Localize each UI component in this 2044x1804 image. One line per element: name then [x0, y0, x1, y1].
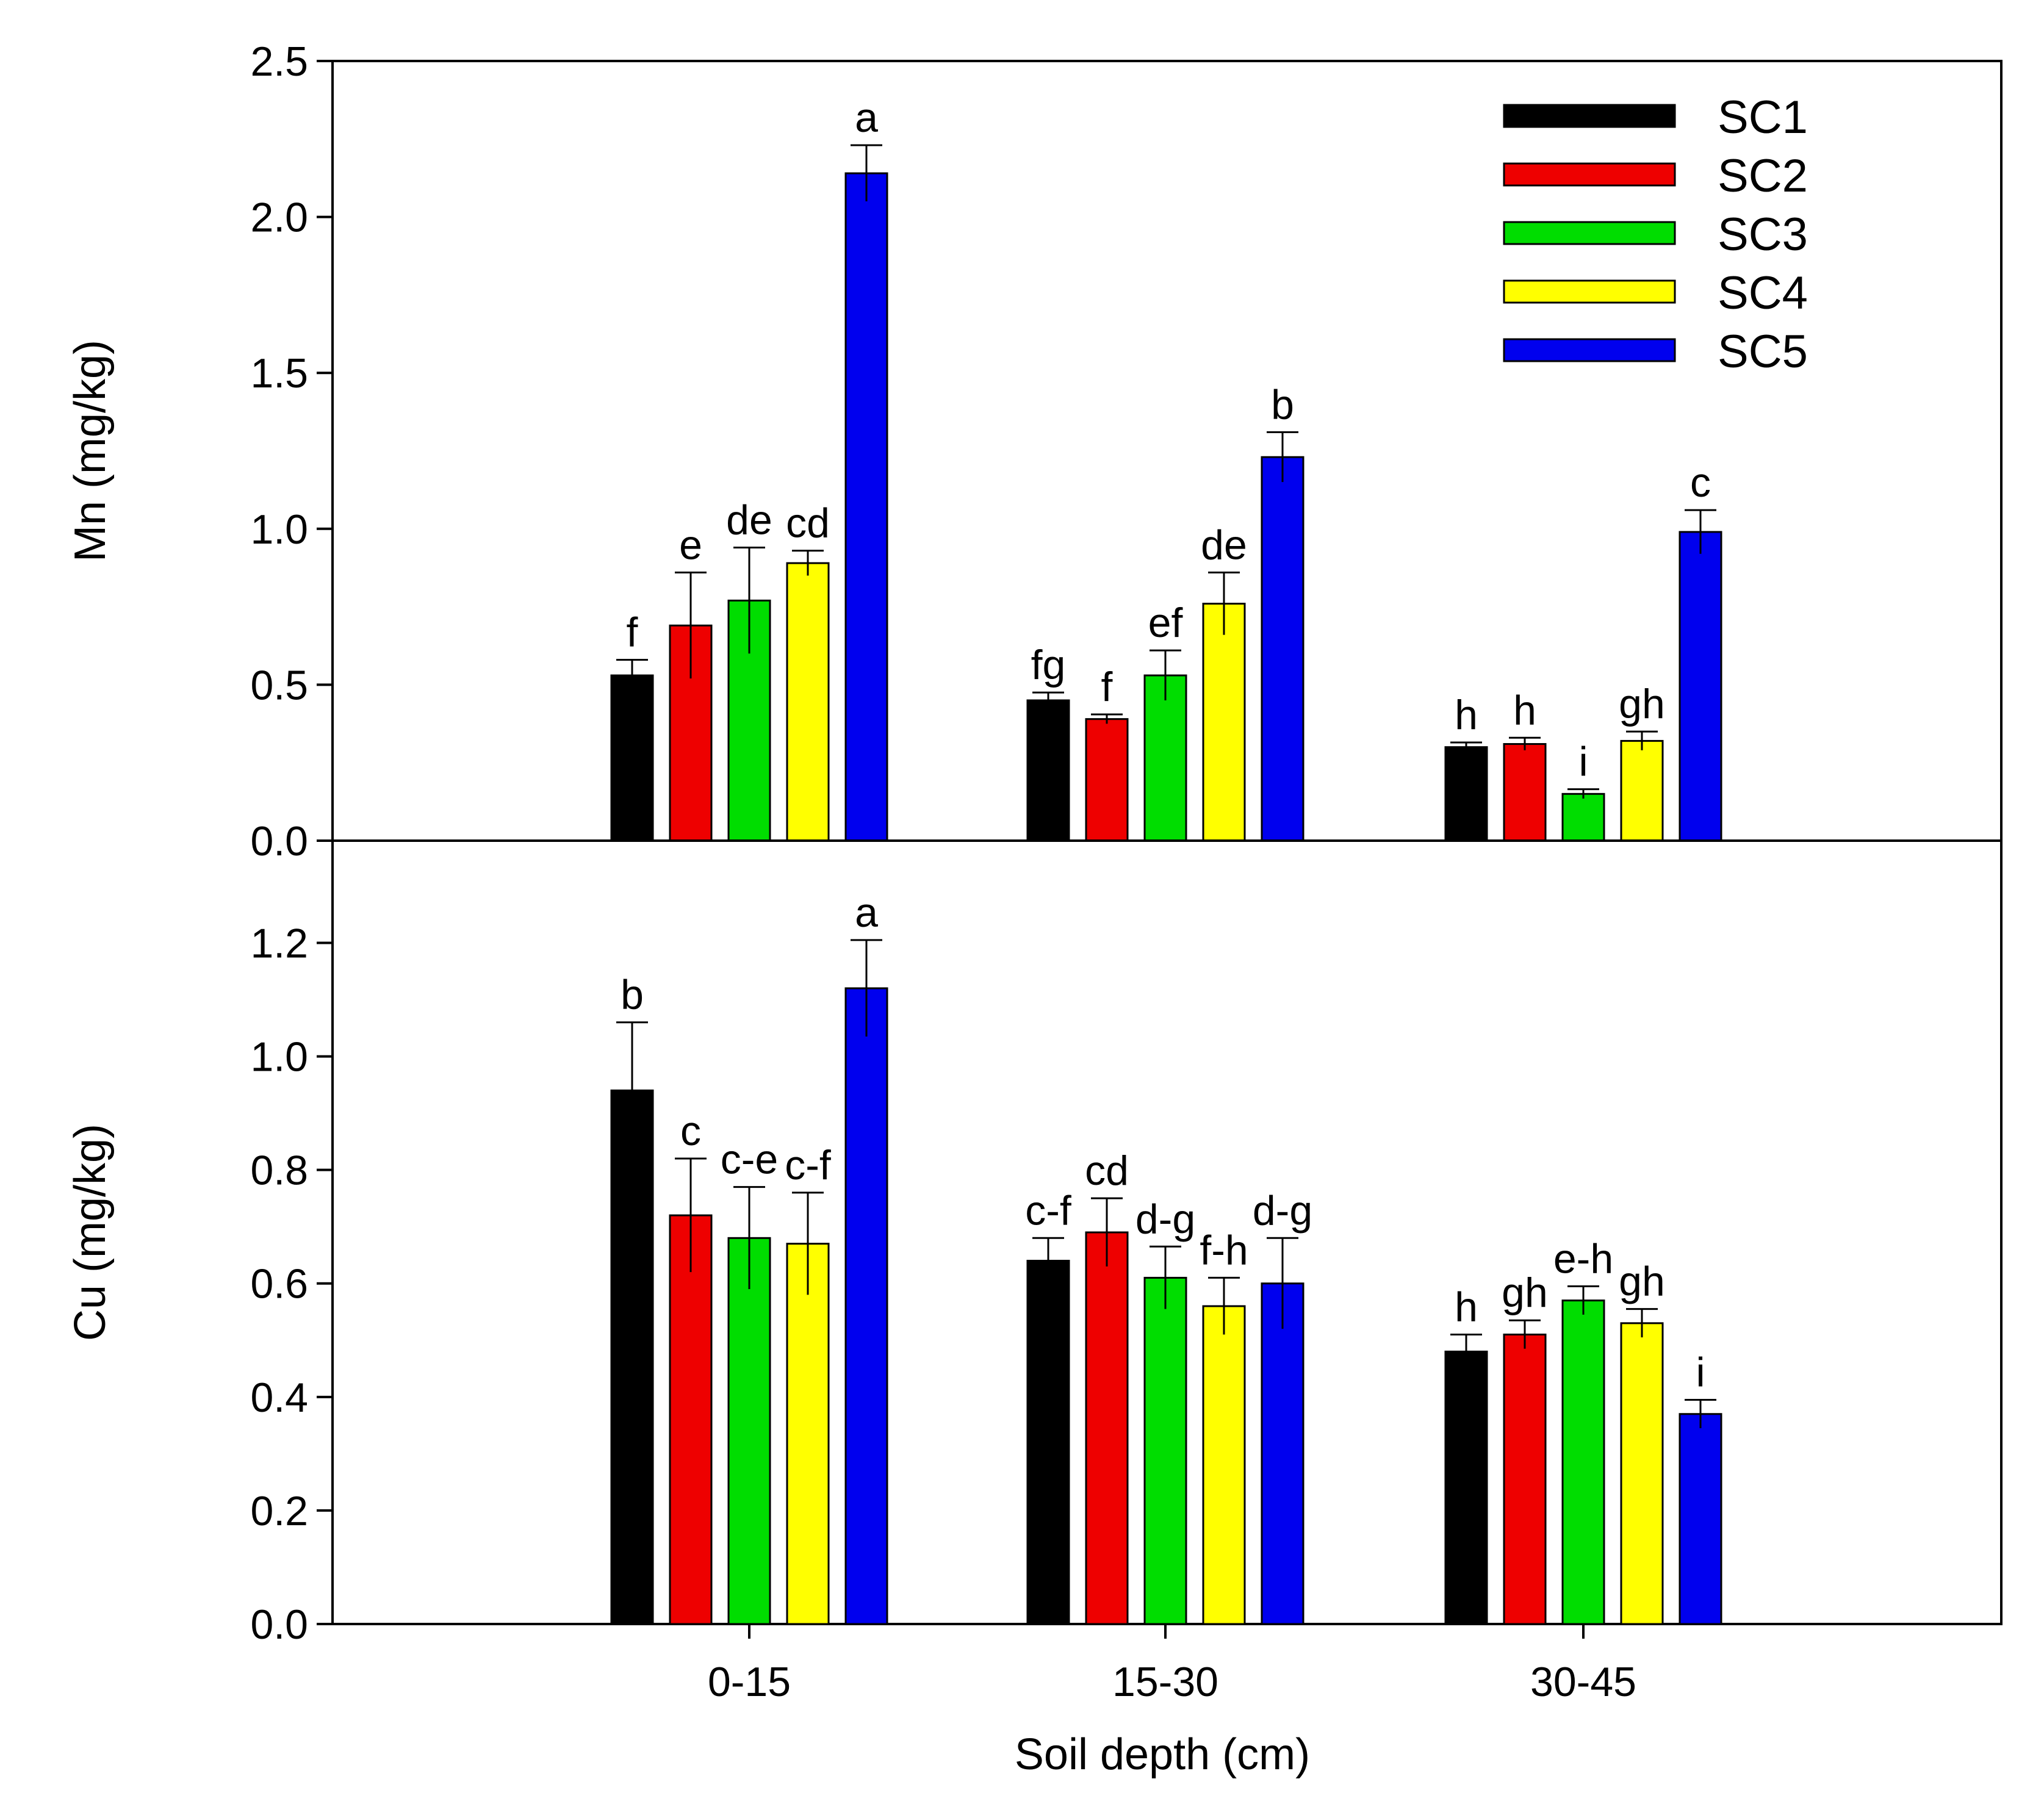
bar-sc1 [1444, 1350, 1488, 1625]
bar-sc1 [1026, 1260, 1070, 1625]
x-tick-label: 15-30 [1112, 1659, 1218, 1705]
significance-letter: fg [1031, 642, 1066, 688]
bar-sc5 [844, 987, 888, 1625]
significance-letter: b [621, 972, 644, 1018]
bar-sc3 [1561, 792, 1605, 842]
x-tick-label: 0-15 [708, 1659, 791, 1705]
y-tick-label: 0.6 [250, 1261, 308, 1307]
bar-sc4 [1202, 1305, 1246, 1625]
significance-letter: e [679, 522, 702, 568]
legend-label-sc2: SC2 [1718, 150, 1808, 202]
y-tick-label: 0.2 [250, 1488, 308, 1534]
y-tick-label: 2.5 [250, 38, 308, 85]
bar-sc2 [669, 1214, 713, 1625]
bar-sc5 [1679, 531, 1722, 842]
legend-swatch-sc2 [1503, 162, 1676, 187]
bar-sc5 [844, 172, 888, 842]
x-axis-title: Soil depth (cm) [1015, 1730, 1310, 1779]
significance-letter: f [627, 609, 638, 656]
significance-letter: e-h [1553, 1235, 1613, 1282]
legend-label-sc4: SC4 [1718, 267, 1808, 319]
significance-letter: cd [1085, 1148, 1129, 1194]
significance-letter: a [855, 889, 878, 936]
legend-swatch-sc5 [1503, 338, 1676, 362]
significance-letter: d-g [1135, 1196, 1195, 1242]
significance-letter: c [680, 1108, 701, 1154]
y-tick-label: 0.4 [250, 1375, 308, 1421]
significance-letter: h [1455, 692, 1478, 738]
bar-sc3 [1143, 1276, 1187, 1625]
bar-sc5 [1261, 456, 1304, 842]
significance-letter: gh [1619, 681, 1665, 727]
y-tick-label: 1.5 [250, 350, 308, 397]
significance-letter: c-f [1025, 1187, 1071, 1234]
bar-sc1 [1026, 699, 1070, 842]
bar-sc5 [1679, 1413, 1722, 1625]
legend-swatch-sc3 [1503, 221, 1676, 245]
significance-letter: d-g [1253, 1187, 1312, 1234]
legend-label-sc5: SC5 [1718, 326, 1808, 378]
legend-label-sc3: SC3 [1718, 209, 1808, 261]
y-tick-label: 1.2 [250, 920, 308, 966]
y-tick-label: 0.5 [250, 662, 308, 708]
significance-letter: i [1696, 1349, 1705, 1395]
significance-letter: de [726, 497, 772, 543]
significance-letter: f-h [1200, 1227, 1248, 1273]
bar-sc3 [727, 1237, 771, 1625]
cu-panel: 0.0 0.2 0.4 0.6 0.8 1.0 1.2 Cu (mg/kg) b c-f h c cd g… [66, 839, 2003, 1705]
significance-letter: c-f [785, 1142, 831, 1188]
bar-sc2 [1503, 743, 1547, 842]
y-axis-title: Cu (mg/kg) [66, 1124, 115, 1341]
mn-panel: 0.00.51.01.52.02.5Mn (mg/kg)ffghefhdeefi… [66, 38, 2003, 864]
significance-letter: h [1455, 1284, 1478, 1330]
legend-swatch-sc4 [1503, 279, 1676, 304]
y-tick-label: 0.8 [250, 1148, 308, 1194]
y-axis-title: Mn (mg/kg) [66, 340, 115, 562]
y-tick-label: 0.0 [250, 818, 308, 864]
y-tick-label: 2.0 [250, 195, 308, 241]
y-tick-label: 1.0 [250, 1034, 308, 1080]
legend: SC1 SC2 SC3 SC4 SC5 [1503, 92, 1808, 378]
x-tick-label: 30-45 [1530, 1659, 1636, 1705]
bar-sc1 [1444, 746, 1488, 842]
bar-sc1 [610, 674, 654, 842]
bar-sc4 [786, 562, 830, 842]
significance-letter: h [1513, 687, 1536, 733]
significance-letter: gh [1502, 1270, 1548, 1316]
bar-sc4 [1202, 602, 1246, 842]
legend-label-sc1: SC1 [1718, 92, 1808, 143]
significance-letter: i [1578, 739, 1588, 785]
significance-letter: cd [786, 500, 830, 547]
bar-sc4 [1620, 1322, 1664, 1625]
bar-sc2 [1085, 718, 1129, 842]
y-tick-label: 0.0 [250, 1601, 308, 1648]
bar-sc5 [1261, 1282, 1304, 1625]
bar-sc3 [1561, 1299, 1605, 1625]
significance-letter: f [1101, 664, 1113, 710]
significance-letter: de [1201, 522, 1247, 568]
bar-sc3 [1143, 674, 1187, 842]
significance-letter: gh [1619, 1259, 1665, 1305]
significance-letter: a [855, 95, 878, 141]
bar-sc4 [786, 1243, 830, 1625]
significance-letter: ef [1148, 600, 1183, 646]
legend-swatch-sc1 [1503, 104, 1676, 128]
significance-letter: c [1690, 459, 1711, 506]
significance-letter: b [1271, 381, 1294, 428]
bar-sc1 [610, 1089, 654, 1625]
bar-sc2 [1085, 1231, 1129, 1625]
bar-sc2 [1503, 1333, 1547, 1625]
bar-sc4 [1620, 739, 1664, 842]
y-tick-label: 1.0 [250, 506, 308, 553]
significance-letter: c-e [721, 1137, 778, 1183]
